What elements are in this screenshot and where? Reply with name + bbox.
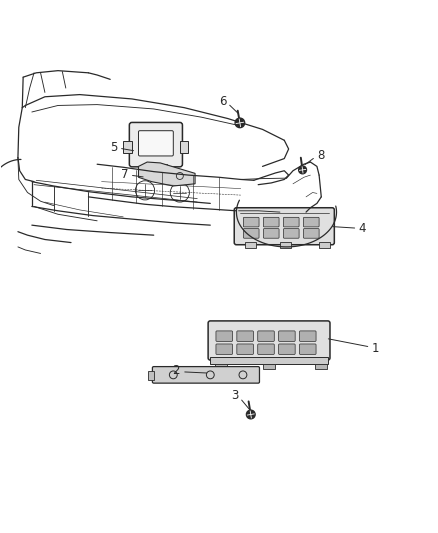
Text: 6: 6 [219,95,227,109]
FancyBboxPatch shape [279,331,295,341]
FancyBboxPatch shape [258,331,274,341]
Bar [180,141,187,154]
Circle shape [247,410,255,419]
FancyBboxPatch shape [138,131,173,156]
Text: 4: 4 [359,222,366,235]
FancyBboxPatch shape [234,208,334,245]
FancyBboxPatch shape [216,331,233,341]
FancyBboxPatch shape [300,344,316,354]
FancyBboxPatch shape [258,344,274,354]
FancyBboxPatch shape [152,367,259,383]
Bar [262,364,275,369]
FancyBboxPatch shape [244,229,259,238]
Circle shape [299,166,307,174]
Bar [145,164,167,171]
FancyBboxPatch shape [216,344,233,354]
Text: 8: 8 [317,149,325,161]
Bar [319,242,330,248]
Bar [245,242,256,248]
FancyBboxPatch shape [237,344,253,354]
FancyBboxPatch shape [237,331,253,341]
FancyBboxPatch shape [283,217,299,227]
Bar [210,358,328,365]
Text: 7: 7 [121,168,128,181]
Text: 5: 5 [110,141,117,154]
Bar [315,364,327,369]
FancyBboxPatch shape [300,331,316,341]
FancyBboxPatch shape [263,229,279,238]
FancyBboxPatch shape [304,229,319,238]
FancyBboxPatch shape [244,217,259,227]
FancyBboxPatch shape [129,123,183,167]
Text: 2: 2 [173,365,180,377]
Bar [148,371,154,379]
Bar [280,242,291,248]
Text: 1: 1 [372,342,379,355]
FancyBboxPatch shape [279,344,295,354]
Bar [215,364,227,369]
FancyBboxPatch shape [263,217,279,227]
Circle shape [235,118,245,128]
Polygon shape [138,162,195,186]
Bar [123,141,132,154]
FancyBboxPatch shape [304,217,319,227]
FancyBboxPatch shape [283,229,299,238]
Text: 3: 3 [231,389,238,402]
FancyBboxPatch shape [208,321,330,360]
